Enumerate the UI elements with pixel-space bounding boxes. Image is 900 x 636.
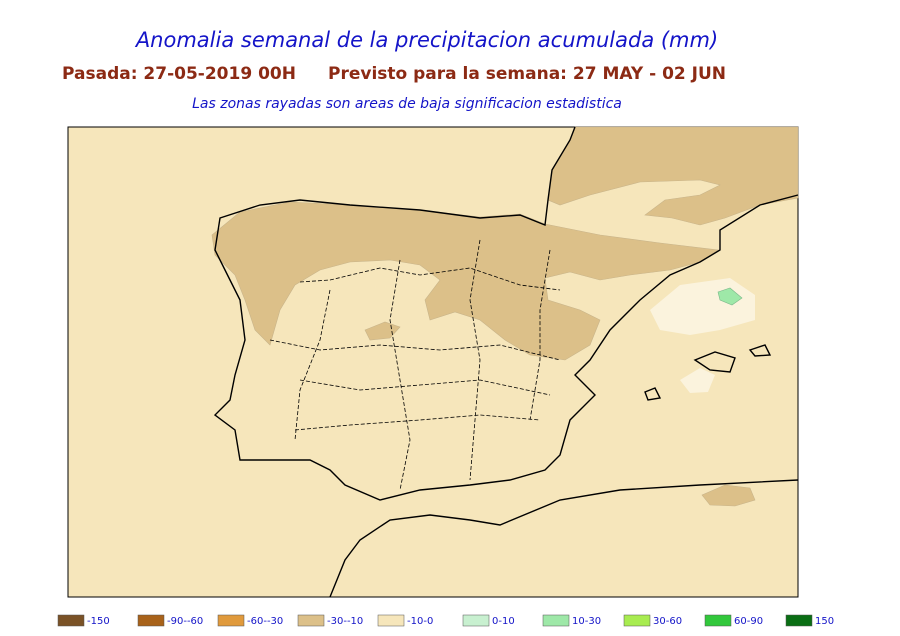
legend-label: 0-10	[492, 616, 515, 627]
legend-label: 60-90	[734, 616, 763, 627]
anomaly-area	[717, 287, 743, 306]
forecast-period: Previsto para la semana: 27 MAY - 02 JUN	[328, 64, 726, 84]
legend-label: -60--30	[247, 616, 283, 627]
hatched-area	[680, 368, 715, 393]
coastline	[213, 126, 799, 501]
legend-swatch	[623, 614, 651, 627]
anomaly-area	[211, 201, 719, 361]
legend: -150 -90--60 -60--30 -30--10 -10-0 0-10 10-30 3…	[57, 614, 834, 627]
subtitle: Las zonas rayadas son areas de baja sign…	[192, 96, 622, 112]
border	[269, 239, 561, 491]
legend-swatch	[462, 614, 490, 627]
legend-label: -10-0	[407, 616, 433, 627]
map	[67, 126, 799, 598]
legend-swatch	[377, 614, 405, 627]
legend-swatch	[542, 614, 570, 627]
legend-label: -150	[87, 616, 110, 627]
legend-label: 10-30	[572, 616, 601, 627]
legend-label: 30-60	[653, 616, 682, 627]
legend-swatch	[785, 614, 813, 627]
title: Anomalia semanal de la precipitacion acu…	[134, 28, 718, 52]
coastline	[329, 479, 799, 598]
legend-swatch	[297, 614, 325, 627]
legend-label: -90--60	[167, 616, 203, 627]
legend-swatch	[137, 614, 165, 627]
anomaly-area	[701, 484, 756, 507]
legend-swatch	[57, 614, 85, 627]
legend-label: 150	[815, 616, 834, 627]
island	[644, 344, 772, 401]
run-date: Pasada: 27-05-2019 00H	[62, 64, 296, 84]
legend-label: -30--10	[327, 616, 363, 627]
legend-swatch	[704, 614, 732, 627]
legend-swatch	[217, 614, 245, 627]
